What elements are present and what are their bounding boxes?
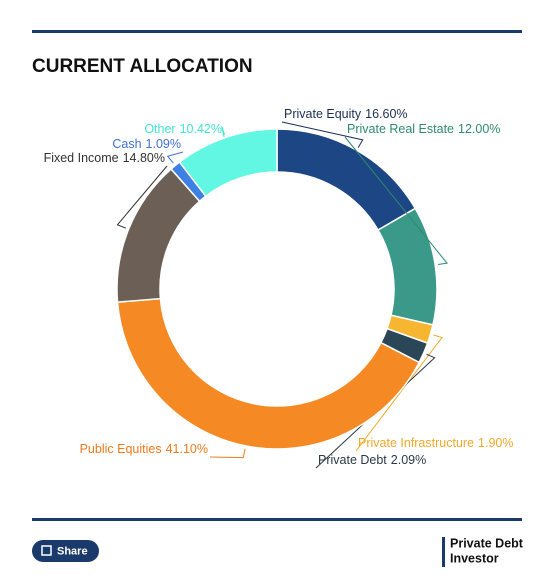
slice-value: 1.09% [146, 137, 181, 151]
donut-slice [276, 128, 417, 232]
leader-line [344, 136, 448, 266]
logo-bar [442, 537, 445, 567]
bottom-rule [32, 518, 522, 521]
logo-line: Investor [450, 551, 499, 565]
slice-value: 12.00% [458, 122, 500, 136]
leader-line [315, 353, 436, 469]
leader-line [281, 121, 364, 148]
slice-label: Private Infrastructure 1.90% [358, 436, 513, 450]
leader-line [209, 448, 246, 459]
slice-label: Fixed Income 14.80% [44, 151, 165, 165]
slice-label: Private Debt 2.09% [318, 453, 426, 467]
chart-title: CURRENT ALLOCATION [32, 56, 253, 77]
share-label[interactable]: Share [57, 545, 88, 557]
slice-value: 41.10% [166, 442, 208, 456]
slice-name: Private Debt [318, 453, 387, 467]
slice-value: 14.80% [123, 151, 165, 165]
share-button[interactable]: Share [32, 540, 99, 562]
donut-slice [116, 297, 421, 450]
leader-line [355, 334, 443, 452]
slice-name: Cash [112, 137, 141, 151]
slice-name: Fixed Income [44, 151, 119, 165]
slice-label: Cash 1.09% [112, 137, 181, 151]
slice-value: 1.90% [478, 436, 513, 450]
slice-label: Public Equities 41.10% [80, 442, 208, 456]
slice-name: Private Infrastructure [358, 436, 474, 450]
slice-label: Other 10.42% [144, 122, 222, 136]
donut-slice [116, 167, 201, 303]
slice-value: 2.09% [391, 453, 426, 467]
slice-name: Private Equity [284, 107, 362, 121]
leader-line [166, 151, 184, 164]
donut-slice [377, 207, 438, 326]
slice-label: Private Real Estate 12.00% [347, 122, 500, 136]
leader-line [221, 125, 226, 138]
slice-name: Private Real Estate [347, 122, 454, 136]
donut-slice [178, 128, 278, 198]
top-rule [32, 30, 522, 33]
slice-value: 16.60% [365, 107, 407, 121]
slice-name: Other [144, 122, 175, 136]
share-icon [41, 545, 52, 556]
leader-line [116, 165, 168, 229]
slice-value: 10.42% [180, 122, 222, 136]
slice-label: Private Equity 16.60% [284, 107, 408, 121]
slice-name: Public Equities [80, 442, 162, 456]
logo-line: Private Debt [450, 536, 524, 550]
